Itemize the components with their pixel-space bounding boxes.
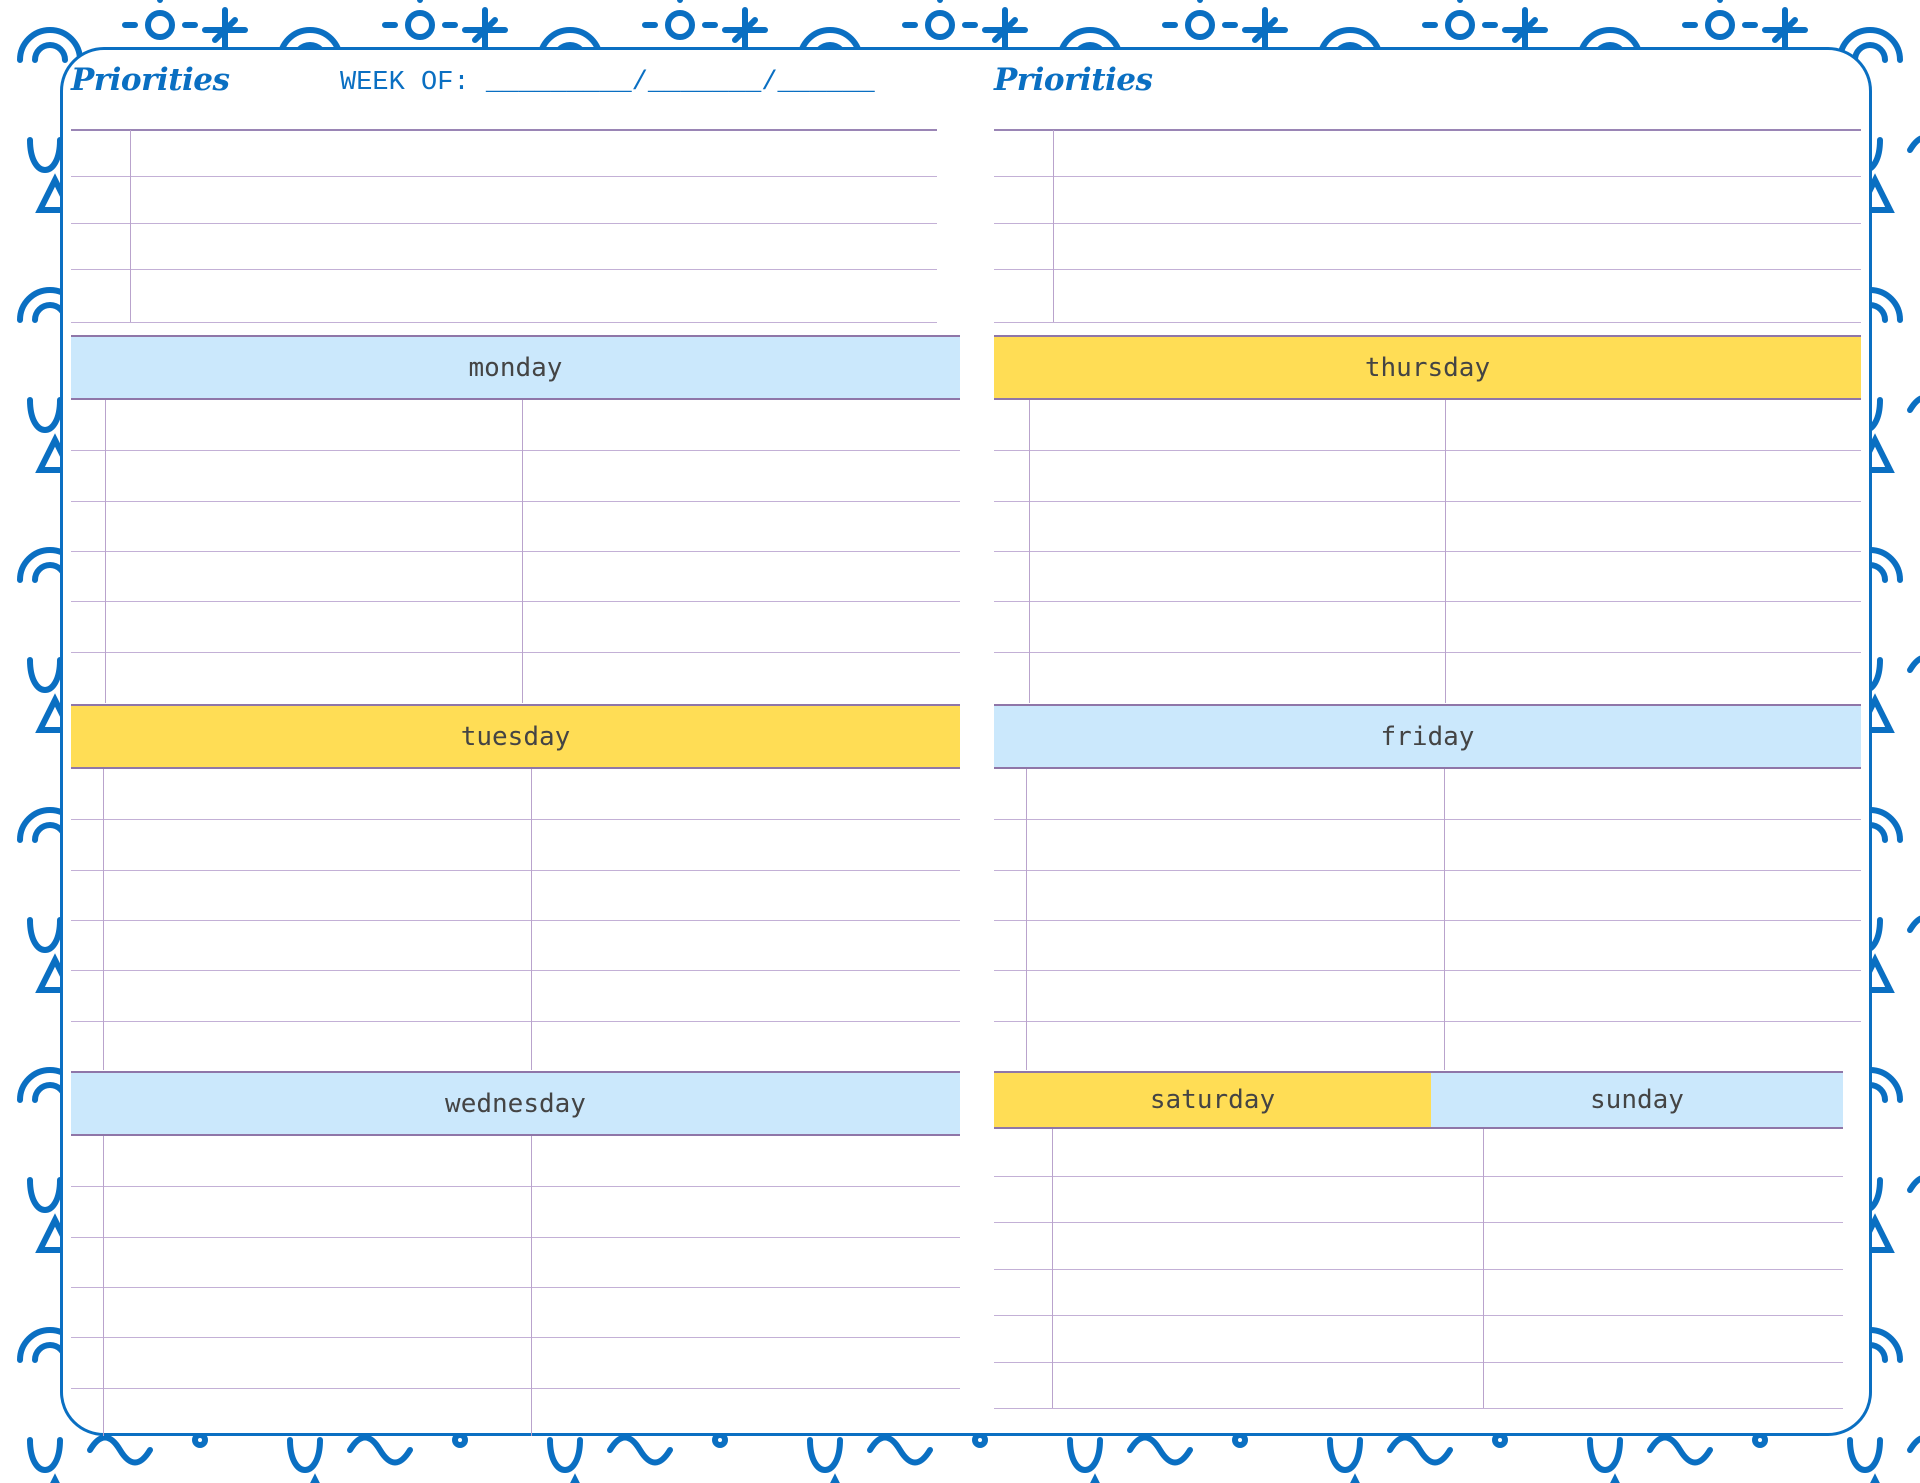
column-divider [1052,1129,1053,1408]
column-divider [1029,400,1030,703]
ruled-line [994,1021,1861,1022]
monday-label: monday [468,352,563,383]
wednesday-label: wednesday [445,1088,586,1119]
column-divider [103,769,104,1070]
column-divider [531,769,532,1070]
ruled-line [994,970,1861,971]
ruled-line [994,601,1861,602]
ruled-line [994,1269,1843,1270]
ruled-line [71,1186,960,1187]
column-divider [105,400,106,703]
thursday-label: thursday [1364,352,1491,383]
ruled-line [71,1021,960,1022]
ruled-line [994,1408,1843,1409]
ruled-line [71,970,960,971]
ruled-line [71,870,960,871]
week-of-field[interactable]: WEEK OF: _________/_______/______ [340,68,875,98]
column-divider [1483,1129,1484,1408]
tuesday-label: tuesday [460,721,571,752]
ruled-line [994,819,1861,820]
ruled-line [71,601,960,602]
ruled-line [71,1237,960,1238]
ruled-line [71,223,937,224]
column-divider [1053,130,1054,322]
friday-header: friday [994,704,1861,769]
ruled-line [71,551,960,552]
ruled-line [994,551,1861,552]
ruled-line [71,1337,960,1338]
ruled-line [994,269,1861,270]
friday-label: friday [1380,721,1475,752]
ruled-line [994,1362,1843,1363]
sunday-header: sunday [1431,1071,1843,1129]
ruled-line [71,1388,960,1389]
column-divider [130,130,131,322]
ruled-line [71,1287,960,1288]
sunday-label: sunday [1590,1085,1684,1115]
tuesday-header: tuesday [71,704,960,769]
column-divider [522,400,523,703]
priorities-bottom-line [71,322,937,323]
left-priorities-title: Priorities [71,62,230,98]
saturday-label: saturday [1149,1085,1276,1115]
ruled-line [71,920,960,921]
ruled-line [994,652,1861,653]
right-priorities-title: Priorities [994,62,1153,98]
column-divider [531,1136,532,1436]
ruled-line [71,269,937,270]
ruled-line [994,176,1861,177]
ruled-line [71,652,960,653]
monday-header: monday [71,335,960,400]
ruled-line [71,819,960,820]
priorities-bottom-line [994,322,1861,323]
priorities-top-line [994,129,1861,131]
wednesday-header: wednesday [71,1071,960,1136]
ruled-line [994,870,1861,871]
column-divider [1444,769,1445,1070]
column-divider [1026,769,1027,1070]
ruled-line [71,501,960,502]
ruled-line [994,450,1861,451]
ruled-line [994,1315,1843,1316]
ruled-line [994,1176,1843,1177]
saturday-header: saturday [994,1071,1431,1129]
ruled-line [71,450,960,451]
ruled-line [994,920,1861,921]
ruled-line [994,1222,1843,1223]
column-divider [103,1136,104,1436]
column-divider [1445,400,1446,703]
ruled-line [71,176,937,177]
ruled-line [994,501,1861,502]
thursday-header: thursday [994,335,1861,400]
ruled-line [994,223,1861,224]
priorities-top-line [71,129,937,131]
